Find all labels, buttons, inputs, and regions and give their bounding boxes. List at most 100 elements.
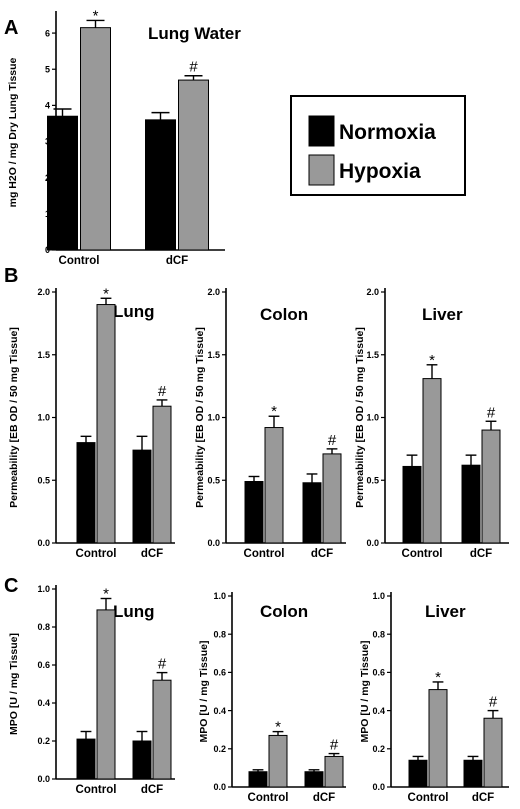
legend: Normoxia Hypoxia (290, 95, 466, 196)
bar-hypoxia-dcf (483, 717, 503, 788)
y-tick-label: 0.4 (213, 706, 226, 716)
bar-normoxia-dcf (461, 464, 481, 544)
y-tick-label: 0.8 (37, 622, 50, 632)
x-category-label: dCF (472, 792, 494, 804)
y-tick-label: 0.5 (207, 475, 220, 485)
significance-hash: # (330, 737, 339, 754)
bar-normoxia-control (47, 115, 78, 251)
significance-asterisk: * (93, 7, 99, 24)
chart-title: Lung (113, 602, 155, 621)
significance-hash: # (189, 59, 198, 76)
significance-hash: # (158, 383, 167, 400)
bar-hypoxia-dcf (324, 755, 344, 788)
y-tick-label: 1.0 (372, 591, 385, 601)
y-tick-label: 0.2 (37, 736, 50, 746)
y-axis-label: MPO [U / mg Tissue] (8, 633, 20, 735)
panel-label-a: A (4, 17, 18, 39)
significance-asterisk: * (435, 669, 441, 686)
chart-title: Colon (260, 602, 308, 621)
bar-hypoxia-control (428, 689, 448, 788)
y-axis-label: MPO [U / mg Tissue] (359, 641, 371, 743)
y-tick-label: 2.0 (207, 287, 220, 297)
bar-normoxia-control (76, 738, 96, 780)
chart-B-lung: Lung Permeability [EB OD / 50 mg Tissue] 0… (8, 285, 175, 560)
bar-normoxia-dcf (132, 740, 152, 780)
y-tick-label: 0.6 (372, 668, 385, 678)
y-tick-label: 1.0 (37, 413, 50, 423)
y-tick-label: 0.4 (372, 706, 385, 716)
y-tick-label: 4 (45, 101, 50, 111)
bar-normoxia-control (76, 442, 96, 544)
y-tick-label: 0.8 (213, 629, 226, 639)
y-tick-label: 0.0 (366, 538, 379, 548)
y-axis-label: Permeability [EB OD / 50 mg Tissue] (8, 327, 20, 508)
x-category-label: dCF (141, 784, 163, 796)
significance-hash: # (489, 694, 498, 711)
bar-hypoxia-dcf (322, 453, 342, 544)
significance-asterisk: * (103, 586, 109, 603)
y-tick-label: 1.0 (213, 591, 226, 601)
bar-normoxia-dcf (304, 771, 324, 788)
y-tick-label: 1.5 (37, 350, 50, 360)
y-tick-label: 0.6 (37, 660, 50, 670)
y-tick-label: 0.0 (37, 774, 50, 784)
bar-normoxia-control (244, 481, 264, 544)
y-tick-label: 0.0 (37, 538, 50, 548)
chart-title: Lung (113, 302, 155, 321)
x-category-label: Control (59, 255, 100, 267)
bar-normoxia-control (402, 465, 422, 544)
y-axis-label: MPO [U / mg Tissue] (198, 641, 210, 743)
x-category-label: dCF (311, 548, 333, 560)
legend-swatch-normoxia (308, 115, 335, 147)
x-category-label: Control (248, 792, 289, 804)
y-tick-label: 1.0 (37, 584, 50, 594)
bar-hypoxia-dcf (178, 79, 209, 251)
x-category-label: Control (244, 548, 285, 560)
x-category-label: Control (76, 548, 117, 560)
y-tick-label: 2.0 (366, 287, 379, 297)
y-tick-label: 0.5 (366, 475, 379, 485)
chart-C-colon: Colon MPO [U / mg Tissue] 0.0 0.2 0.4 0.6 0.8 1… (198, 591, 346, 804)
significance-asterisk: * (103, 285, 109, 302)
bar-normoxia-control (248, 771, 268, 788)
significance-hash: # (158, 656, 167, 673)
y-tick-label: 2.0 (37, 287, 50, 297)
chart-title: Colon (260, 305, 308, 324)
chart-C-lung: Lung MPO [U / mg Tissue] 0.0 0.2 0.4 0.6 0.8 1.… (8, 584, 175, 796)
x-category-label: Control (402, 548, 443, 560)
x-category-label: Control (408, 792, 449, 804)
y-tick-label: 1.0 (207, 413, 220, 423)
y-tick-label: 0.4 (37, 698, 50, 708)
significance-hash: # (328, 432, 337, 449)
y-axis-label: mg H2O / mg Dry Lung Tissue (7, 57, 19, 207)
bar-normoxia-dcf (463, 759, 483, 788)
bar-hypoxia-control (80, 27, 111, 251)
panel-label-c: C (4, 575, 18, 597)
chart-title: Liver (425, 602, 466, 621)
bar-normoxia-control (408, 759, 428, 788)
chart-B-liver: Liver Permeability [EB OD / 50 mg Tissue]… (354, 287, 509, 560)
y-tick-label: 5 (45, 64, 50, 74)
chart-C-liver: Liver MPO [U / mg Tissue] 0.0 0.2 0.4 0.6 0.8 1… (359, 591, 509, 804)
chart-title: Liver (422, 305, 463, 324)
y-tick-label: 0.8 (372, 629, 385, 639)
y-axis-label: Permeability [EB OD / 50 mg Tissue] (354, 327, 366, 508)
legend-label-hypoxia: Hypoxia (339, 160, 421, 183)
y-tick-label: 6 (45, 28, 50, 38)
y-tick-label: 1.5 (207, 350, 220, 360)
significance-asterisk: * (275, 719, 281, 736)
y-axis-label: Permeability [EB OD / 50 mg Tissue] (194, 327, 206, 508)
x-category-label: dCF (166, 255, 188, 267)
bar-hypoxia-control (422, 378, 442, 544)
y-tick-label: 0.2 (372, 744, 385, 754)
bar-hypoxia-control (268, 734, 288, 788)
y-tick-label: 0.0 (372, 782, 385, 792)
significance-asterisk: * (271, 403, 277, 420)
bar-normoxia-dcf (302, 482, 322, 544)
y-tick-label: 0.6 (213, 668, 226, 678)
y-tick-label: 1.5 (366, 350, 379, 360)
panel-label-b: B (4, 265, 18, 287)
chart-title: Lung Water (148, 24, 241, 43)
